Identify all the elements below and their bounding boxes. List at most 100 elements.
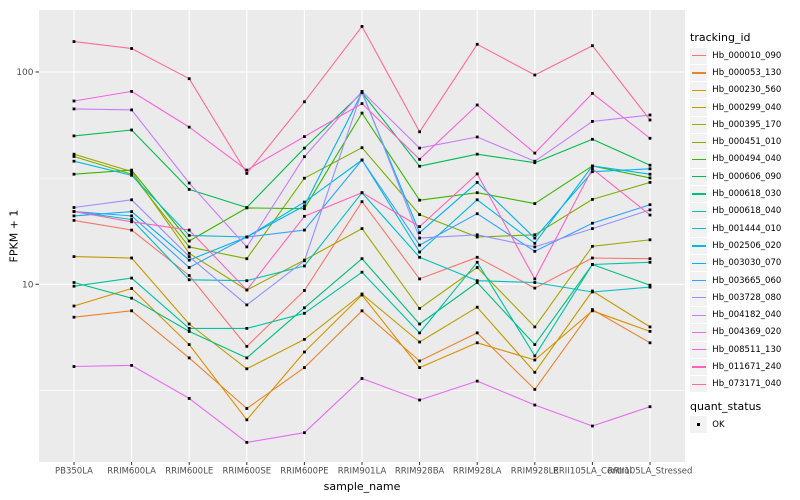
data-point bbox=[72, 159, 76, 163]
x-axis-title: sample_name bbox=[323, 480, 401, 493]
data-point bbox=[648, 176, 652, 180]
legend-entry-Hb_000494_040: Hb_000494_040 bbox=[690, 151, 798, 168]
legend-color-line-icon bbox=[691, 366, 706, 368]
data-point bbox=[130, 309, 133, 313]
data-point bbox=[130, 128, 133, 132]
legend-key-box bbox=[690, 272, 708, 289]
data-point bbox=[360, 102, 364, 105]
legend-entry-label: Hb_003728_080 bbox=[712, 292, 782, 303]
data-point bbox=[187, 239, 191, 243]
data-point bbox=[418, 366, 421, 369]
data-point bbox=[303, 289, 306, 292]
data-point bbox=[187, 258, 191, 262]
data-point bbox=[591, 290, 594, 294]
data-point bbox=[418, 250, 421, 254]
data-point bbox=[187, 188, 191, 191]
legend-entry-label: Hb_011671_240 bbox=[712, 361, 782, 372]
legend-key-box bbox=[690, 64, 708, 82]
data-point bbox=[130, 218, 133, 221]
data-point bbox=[72, 107, 76, 111]
data-point bbox=[130, 220, 133, 224]
data-point bbox=[187, 266, 191, 269]
data-point bbox=[245, 168, 249, 172]
data-point bbox=[72, 304, 76, 308]
data-point bbox=[533, 73, 537, 77]
legend-color-line-icon bbox=[691, 55, 706, 57]
data-point bbox=[475, 255, 479, 259]
data-point bbox=[360, 270, 364, 274]
legend-key-box bbox=[690, 358, 708, 376]
data-point bbox=[591, 244, 594, 248]
legend-entry-label: Hb_000230_560 bbox=[712, 85, 782, 96]
x-tick-label: RRIM928LE bbox=[511, 467, 559, 477]
data-point bbox=[245, 327, 249, 330]
data-point bbox=[475, 305, 479, 309]
data-point bbox=[187, 234, 191, 237]
data-point bbox=[72, 155, 76, 158]
x-tick-label: RRIM600PE bbox=[280, 467, 328, 477]
legend-entry-label: Hb_004369_020 bbox=[712, 327, 782, 338]
data-point bbox=[245, 367, 249, 371]
legend-key-box bbox=[690, 82, 708, 99]
data-point bbox=[591, 167, 594, 171]
data-point bbox=[648, 260, 652, 264]
data-point bbox=[533, 388, 537, 391]
data-point bbox=[648, 341, 652, 345]
data-point bbox=[187, 322, 191, 326]
legend-entry-Hb_073171_040: Hb_073171_040 bbox=[690, 376, 798, 393]
data-point bbox=[245, 407, 249, 410]
legend-entry-Hb_000395_170: Hb_000395_170 bbox=[690, 116, 798, 133]
legend-color-line-icon bbox=[691, 228, 706, 230]
y-axis-title: FPKM + 1 bbox=[7, 209, 21, 263]
data-point bbox=[360, 227, 364, 230]
legend-entry-Hb_000606_090: Hb_000606_090 bbox=[690, 168, 798, 185]
legend-key-box bbox=[690, 324, 708, 341]
data-point bbox=[245, 257, 249, 261]
legend-entry-Hb_011671_240: Hb_011671_240 bbox=[690, 358, 798, 376]
legend-key-box bbox=[690, 47, 708, 64]
legend-entry-Hb_003728_080: Hb_003728_080 bbox=[690, 289, 798, 306]
data-point bbox=[533, 358, 537, 362]
data-point bbox=[303, 214, 306, 218]
data-point bbox=[475, 279, 479, 283]
data-point bbox=[72, 99, 76, 103]
legend-entry-label: Hb_000618_030 bbox=[712, 189, 782, 200]
data-point bbox=[475, 172, 479, 176]
legend-color-line-icon bbox=[691, 193, 706, 195]
legend-key-box bbox=[690, 306, 708, 324]
data-point bbox=[303, 264, 306, 268]
data-point bbox=[475, 181, 479, 184]
legend-entry-label: Hb_000010_090 bbox=[712, 50, 782, 61]
data-point bbox=[245, 206, 249, 209]
legend-entry-Hb_003030_070: Hb_003030_070 bbox=[690, 255, 798, 272]
legend-entry-Hb_000618_030: Hb_000618_030 bbox=[690, 185, 798, 203]
data-point bbox=[591, 170, 594, 174]
data-point bbox=[187, 274, 191, 277]
legend-entry-Hb_000053_130: Hb_000053_130 bbox=[690, 64, 798, 82]
data-point bbox=[591, 44, 594, 48]
x-tick-label: RRIM928BA bbox=[395, 467, 445, 477]
data-point bbox=[303, 204, 306, 208]
legend-entry-label: Hb_008511_130 bbox=[712, 344, 782, 355]
x-tick-label: RRIM928LA bbox=[453, 467, 502, 477]
data-point bbox=[360, 377, 364, 380]
data-point bbox=[533, 370, 537, 374]
data-point bbox=[72, 281, 76, 284]
data-point bbox=[533, 151, 537, 155]
data-point bbox=[187, 245, 191, 249]
data-point bbox=[130, 90, 133, 93]
data-point bbox=[360, 158, 364, 162]
legend-entry-label: Hb_001444_010 bbox=[712, 223, 782, 234]
legend-color-line-icon bbox=[691, 314, 706, 316]
legend-entry-Hb_001444_010: Hb_001444_010 bbox=[690, 220, 798, 237]
data-point bbox=[72, 219, 76, 222]
legend-entry-Hb_000618_040: Hb_000618_040 bbox=[690, 203, 798, 220]
data-point bbox=[187, 251, 191, 255]
quant-ok-point-icon bbox=[696, 422, 701, 427]
legend-color-line-icon bbox=[691, 89, 706, 91]
legend-key-box bbox=[690, 185, 708, 203]
data-point bbox=[533, 354, 537, 358]
data-point bbox=[418, 146, 421, 150]
legend-key-box bbox=[690, 237, 708, 255]
